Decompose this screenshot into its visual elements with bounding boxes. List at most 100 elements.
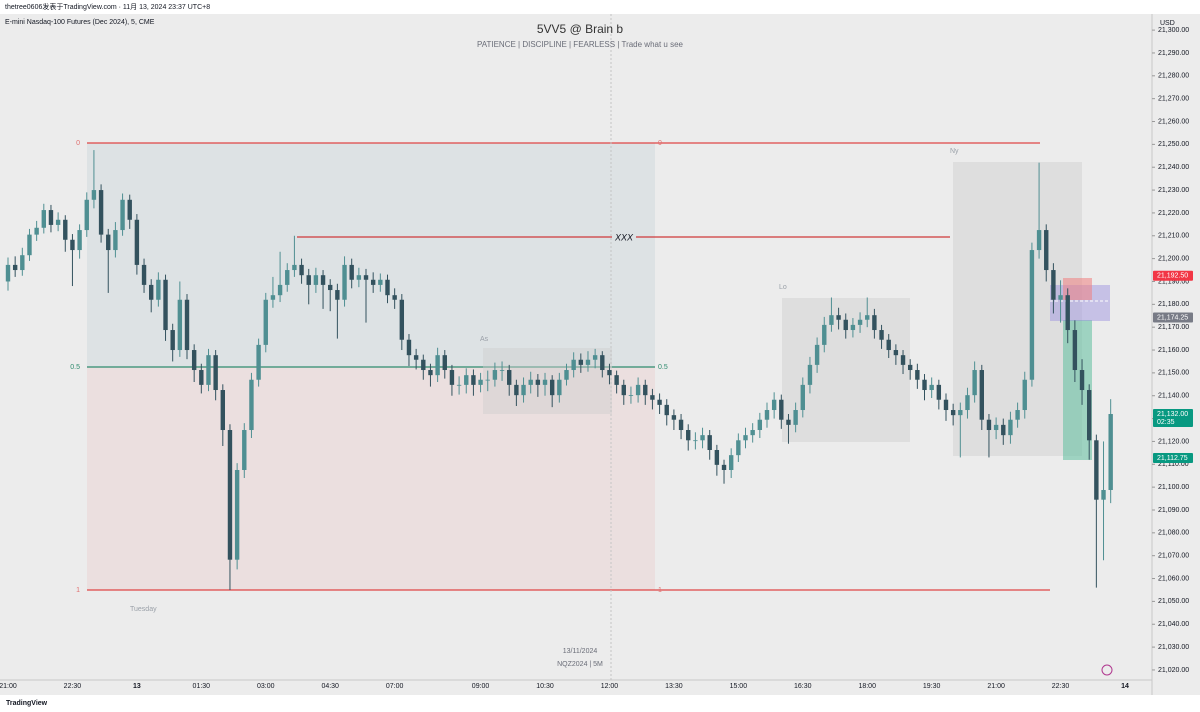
- price-tag: [1153, 270, 1193, 281]
- candle-body: [922, 379, 927, 391]
- candle-body: [227, 430, 233, 560]
- candle-body: [335, 290, 340, 300]
- candle-body: [492, 370, 498, 380]
- footer-logo: TradingView: [6, 700, 48, 707]
- candle-body: [385, 279, 390, 296]
- y-tick-label: 21,070.00: [1158, 553, 1189, 560]
- candle-body: [814, 344, 820, 365]
- candle-body: [958, 410, 963, 416]
- session-label: Lo: [779, 284, 787, 291]
- candle-body: [63, 219, 68, 240]
- y-tick-label: 21,250.00: [1158, 141, 1189, 148]
- candle-body: [950, 410, 956, 416]
- candle-body: [514, 384, 519, 396]
- candle-body: [650, 395, 655, 400]
- candle-body: [170, 330, 175, 351]
- fib-label: 0: [76, 140, 80, 147]
- fib-label: 0.5: [70, 364, 80, 371]
- candle-body: [356, 275, 362, 280]
- footer: [0, 695, 1200, 712]
- candle-body: [657, 399, 662, 405]
- candle-body: [621, 384, 626, 396]
- candle-body: [141, 264, 147, 285]
- y-tick-label: 21,120.00: [1158, 438, 1189, 445]
- candle-body: [442, 355, 447, 371]
- candle-body: [249, 379, 254, 431]
- y-tick-label: 21,100.00: [1158, 484, 1189, 491]
- session-label: Ny: [950, 148, 959, 155]
- candle-body: [306, 275, 311, 285]
- candle-body: [557, 379, 562, 396]
- candle-body: [736, 440, 741, 456]
- stop-zone: [1063, 278, 1092, 300]
- x-tick-label: 13: [133, 683, 141, 690]
- y-tick-label: 21,270.00: [1158, 96, 1189, 103]
- session-label: As: [480, 336, 489, 343]
- candle-body: [285, 270, 290, 285]
- candle-body: [1072, 330, 1078, 371]
- y-tick-label: 21,170.00: [1158, 324, 1189, 331]
- candle-body: [979, 370, 984, 420]
- y-tick-label: 21,190.00: [1158, 278, 1189, 285]
- candle-body: [879, 330, 884, 340]
- candle-body: [1015, 410, 1020, 420]
- y-tick-label: 21,020.00: [1158, 667, 1189, 674]
- candle-body: [757, 419, 763, 431]
- x-tick-label: 03:00: [257, 683, 275, 690]
- candle-body: [421, 359, 426, 371]
- candle-body: [507, 370, 512, 385]
- candle-body: [993, 424, 999, 431]
- candle-body: [206, 355, 211, 385]
- marks: 21,020.00 21,030.00 21,040.00 21,050.00 21,0…: [0, 27, 1193, 690]
- x-tick-label: 15:00: [730, 683, 748, 690]
- candle-body: [1001, 424, 1006, 436]
- alert-icon[interactable]: [1101, 664, 1113, 676]
- candle-body: [471, 375, 476, 385]
- chart-title: 5VV5 @ Brain b: [537, 22, 624, 36]
- candle-body: [571, 359, 576, 371]
- candle-body: [55, 219, 61, 225]
- candle-body: [1008, 419, 1013, 436]
- candle-body: [485, 379, 490, 381]
- x-tick-label: 19:30: [923, 683, 941, 690]
- y-tick-label: 21,290.00: [1158, 50, 1189, 57]
- candle-body: [521, 384, 526, 396]
- y-tick-label: 21,110.00: [1158, 461, 1189, 468]
- candle-body: [786, 419, 791, 425]
- attribution: thetree0606发表于TradingView.com · 11月 13, …: [5, 2, 210, 11]
- candle-body: [822, 324, 827, 345]
- candle-body: [435, 355, 440, 376]
- candle-body: [77, 230, 82, 251]
- candle-body: [836, 315, 841, 320]
- candle-body: [292, 264, 297, 271]
- fib-label: 0.5: [658, 364, 668, 371]
- fib-zone-lower: [87, 367, 655, 590]
- candle-body: [728, 455, 734, 470]
- candle-body: [893, 350, 899, 356]
- candle-body: [1101, 489, 1106, 500]
- y-tick-label: 21,150.00: [1158, 370, 1189, 377]
- candle-body: [270, 295, 276, 300]
- x-tick-label: 01:30: [193, 683, 211, 690]
- y-tick-label: 21,050.00: [1158, 598, 1189, 605]
- candle-body: [721, 464, 727, 470]
- candle-body: [528, 379, 533, 385]
- candle-body: [163, 279, 168, 331]
- candle-body: [965, 395, 970, 411]
- candle-body: [1079, 370, 1085, 391]
- x-tick-label: 22:30: [1052, 683, 1070, 690]
- candle-body: [886, 339, 891, 351]
- candle-body: [664, 404, 669, 416]
- y-tick-label: 21,180.00: [1158, 301, 1189, 308]
- x-tick-label: 21:00: [0, 683, 17, 690]
- x-tick-label: 21:00: [987, 683, 1005, 690]
- candle-body: [456, 384, 462, 386]
- price-tag-label: 21,192.50: [1157, 273, 1188, 280]
- candle-body: [91, 190, 97, 200]
- candle-body: [1086, 390, 1092, 441]
- candle-body: [614, 375, 619, 385]
- price-tag-label: 21,112.75: [1157, 455, 1188, 462]
- y-tick-label: 21,090.00: [1158, 507, 1189, 514]
